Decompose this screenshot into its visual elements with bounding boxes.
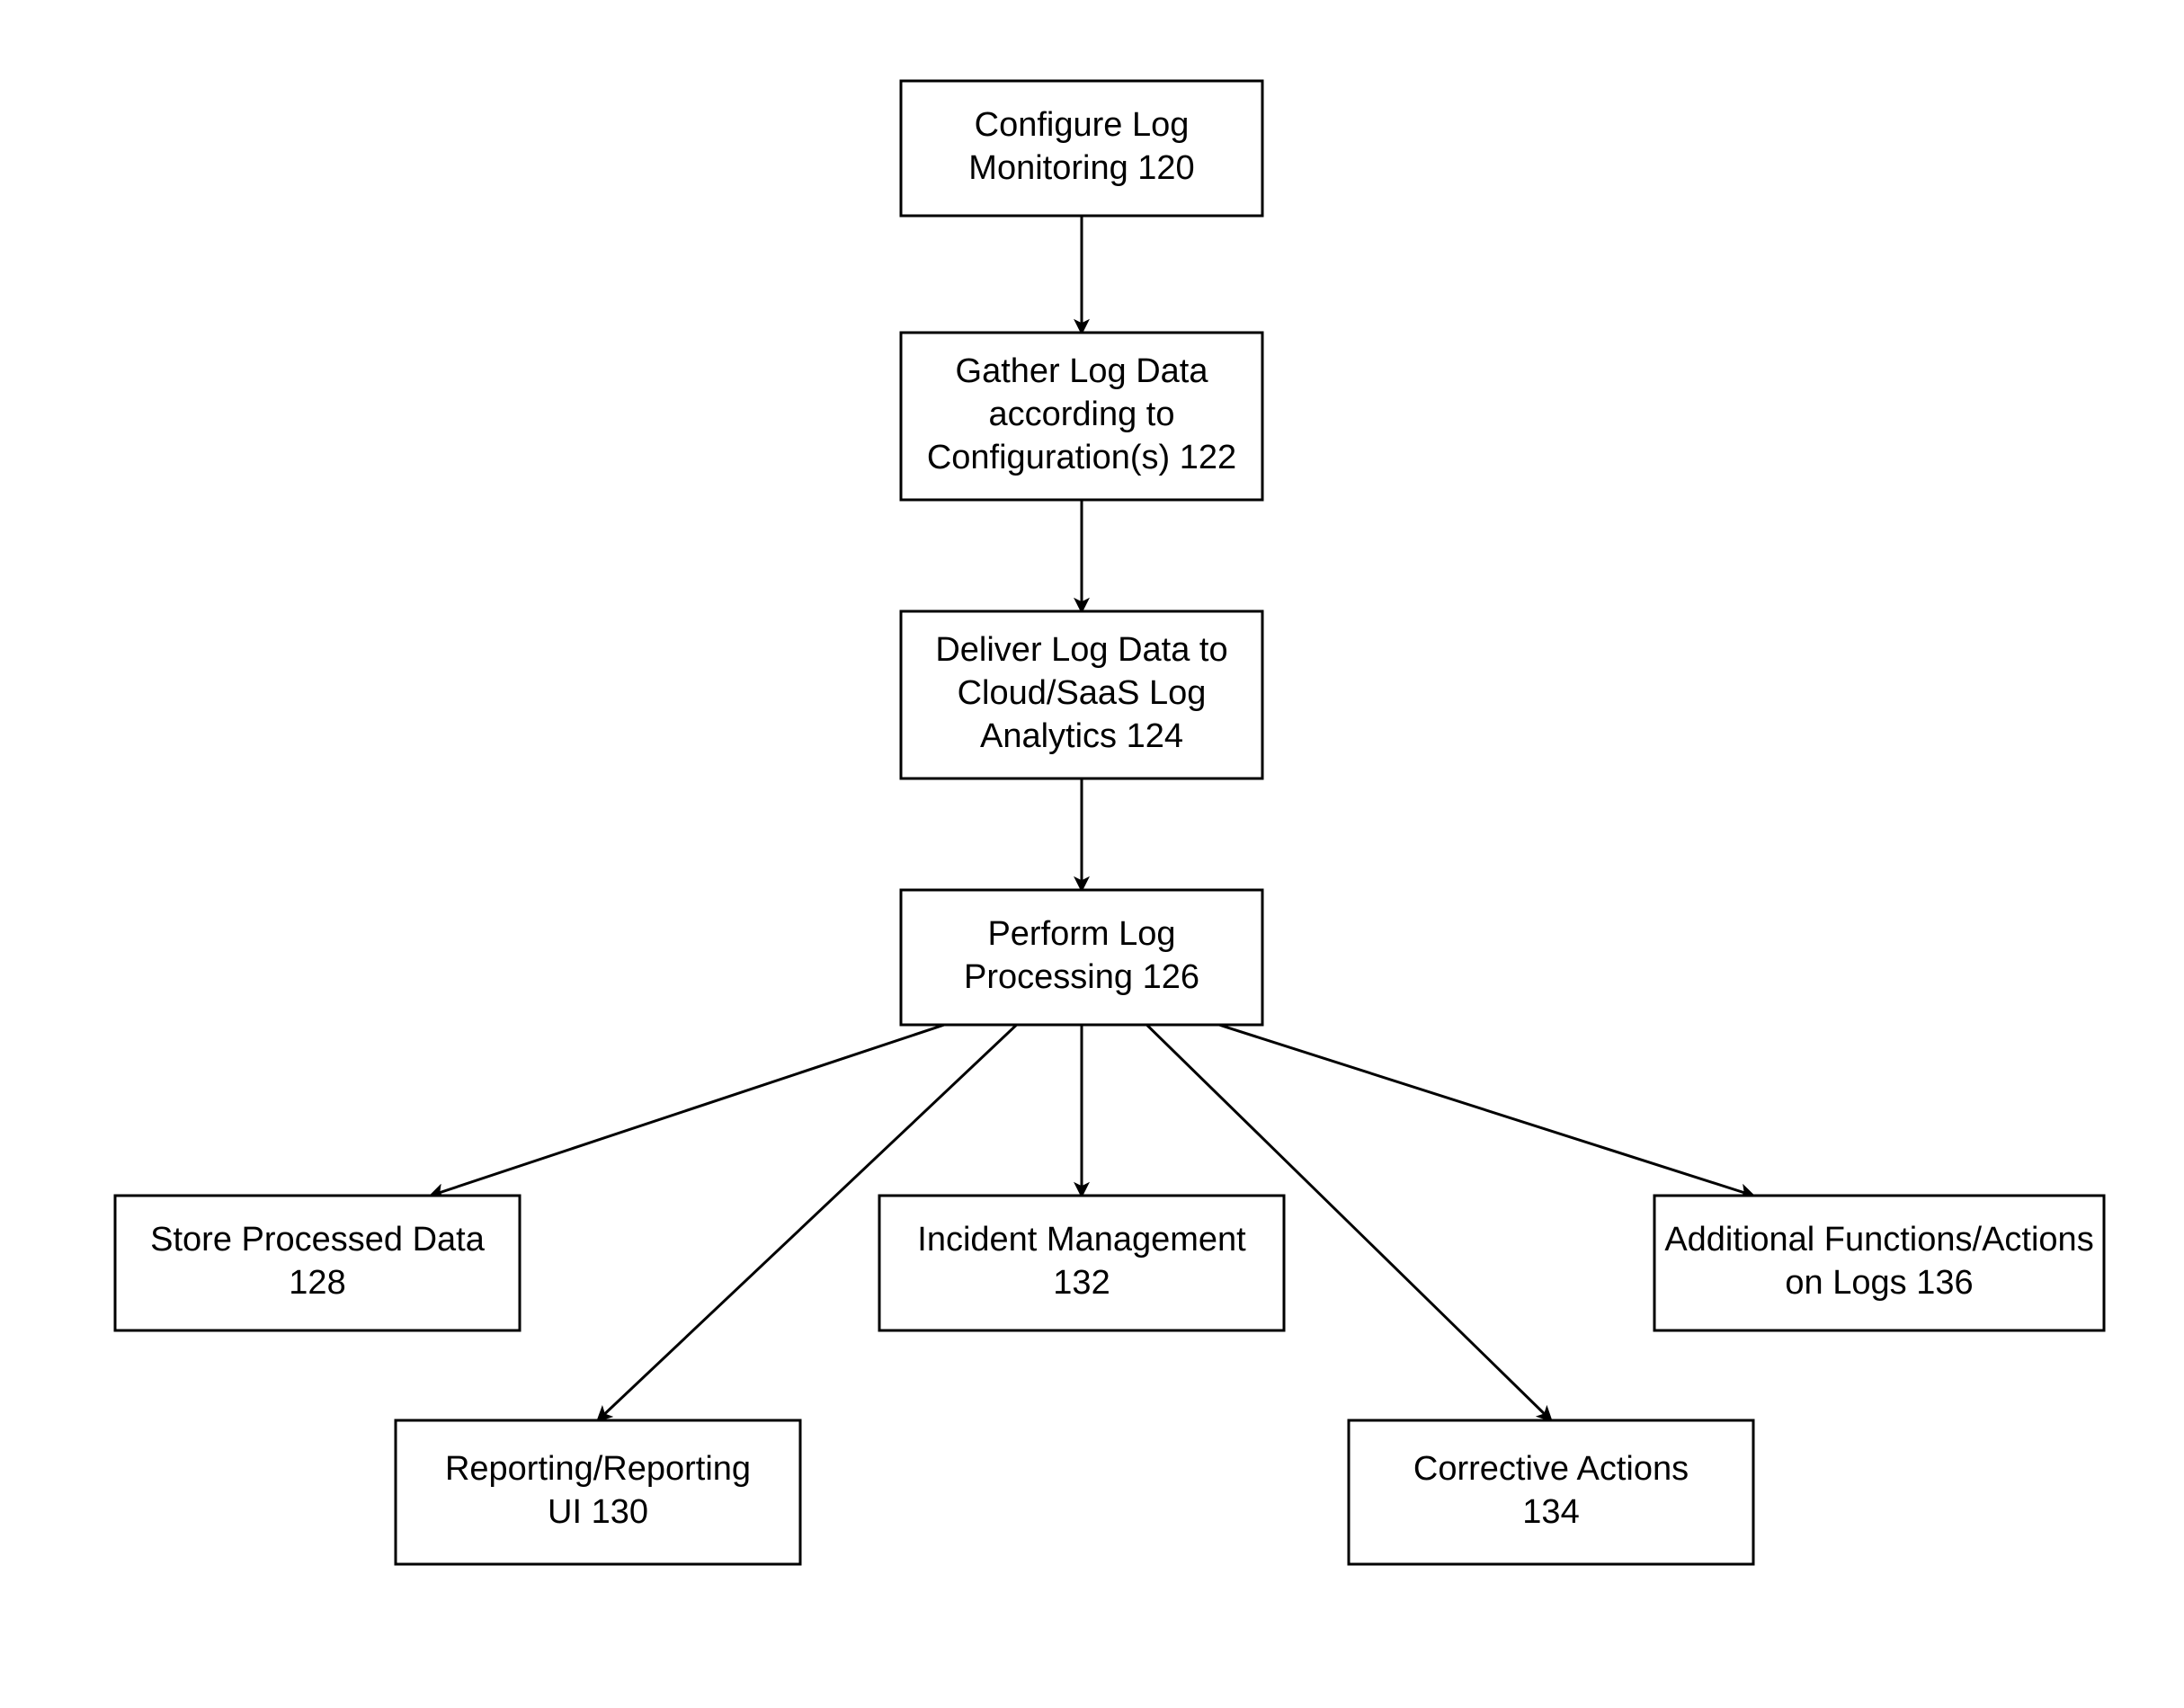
flowchart-node-n130: Reporting/Reporting UI 130 [396, 1420, 800, 1564]
node-label: on Logs 136 [1785, 1264, 1973, 1302]
node-label: Corrective Actions [1413, 1450, 1689, 1488]
node-label: Perform Log [987, 915, 1175, 953]
node-label: Deliver Log Data to [935, 631, 1227, 669]
node-label: Incident Management [917, 1221, 1246, 1259]
node-label: UI 130 [548, 1493, 648, 1531]
node-label: Gather Log Data [956, 352, 1209, 390]
node-label: according to [988, 396, 1174, 433]
node-label: Analytics 124 [980, 717, 1183, 755]
flowchart-node-n132: Incident Management 132 [879, 1196, 1284, 1330]
node-label: Additional Functions/Actions [1664, 1221, 2093, 1259]
flowchart-node-n120: Configure Log Monitoring 120 [901, 81, 1262, 216]
flowchart-node-n134: Corrective Actions 134 [1349, 1420, 1753, 1564]
node-label: Configure Log [975, 106, 1190, 144]
node-label: Configuration(s) 122 [927, 439, 1236, 476]
flowchart-node-n136: Additional Functions/Actions on Logs 136 [1654, 1196, 2104, 1330]
node-label: Reporting/Reporting [445, 1450, 751, 1488]
node-label: 134 [1522, 1493, 1579, 1531]
flowchart-node-n124: Deliver Log Data to Cloud/SaaS Log Analyti… [901, 611, 1262, 778]
flowchart-edge [431, 1025, 944, 1196]
flowchart-canvas: Configure Log Monitoring 120 Gather Log Da… [0, 0, 2184, 1708]
node-label: Store Processed Data [150, 1221, 486, 1259]
flowchart-node-n122: Gather Log Data according to Configuration… [901, 333, 1262, 500]
node-label: 128 [289, 1264, 345, 1302]
node-label: Processing 126 [964, 958, 1199, 996]
node-label: 132 [1053, 1264, 1110, 1302]
flowchart-node-n128: Store Processed Data 128 [115, 1196, 520, 1330]
nodes-layer: Configure Log Monitoring 120 Gather Log Da… [115, 81, 2104, 1564]
flowchart-edge [1219, 1025, 1753, 1196]
flowchart-node-n126: Perform Log Processing 126 [901, 890, 1262, 1025]
node-label: Monitoring 120 [968, 149, 1194, 187]
node-label: Cloud/SaaS Log [958, 674, 1207, 712]
